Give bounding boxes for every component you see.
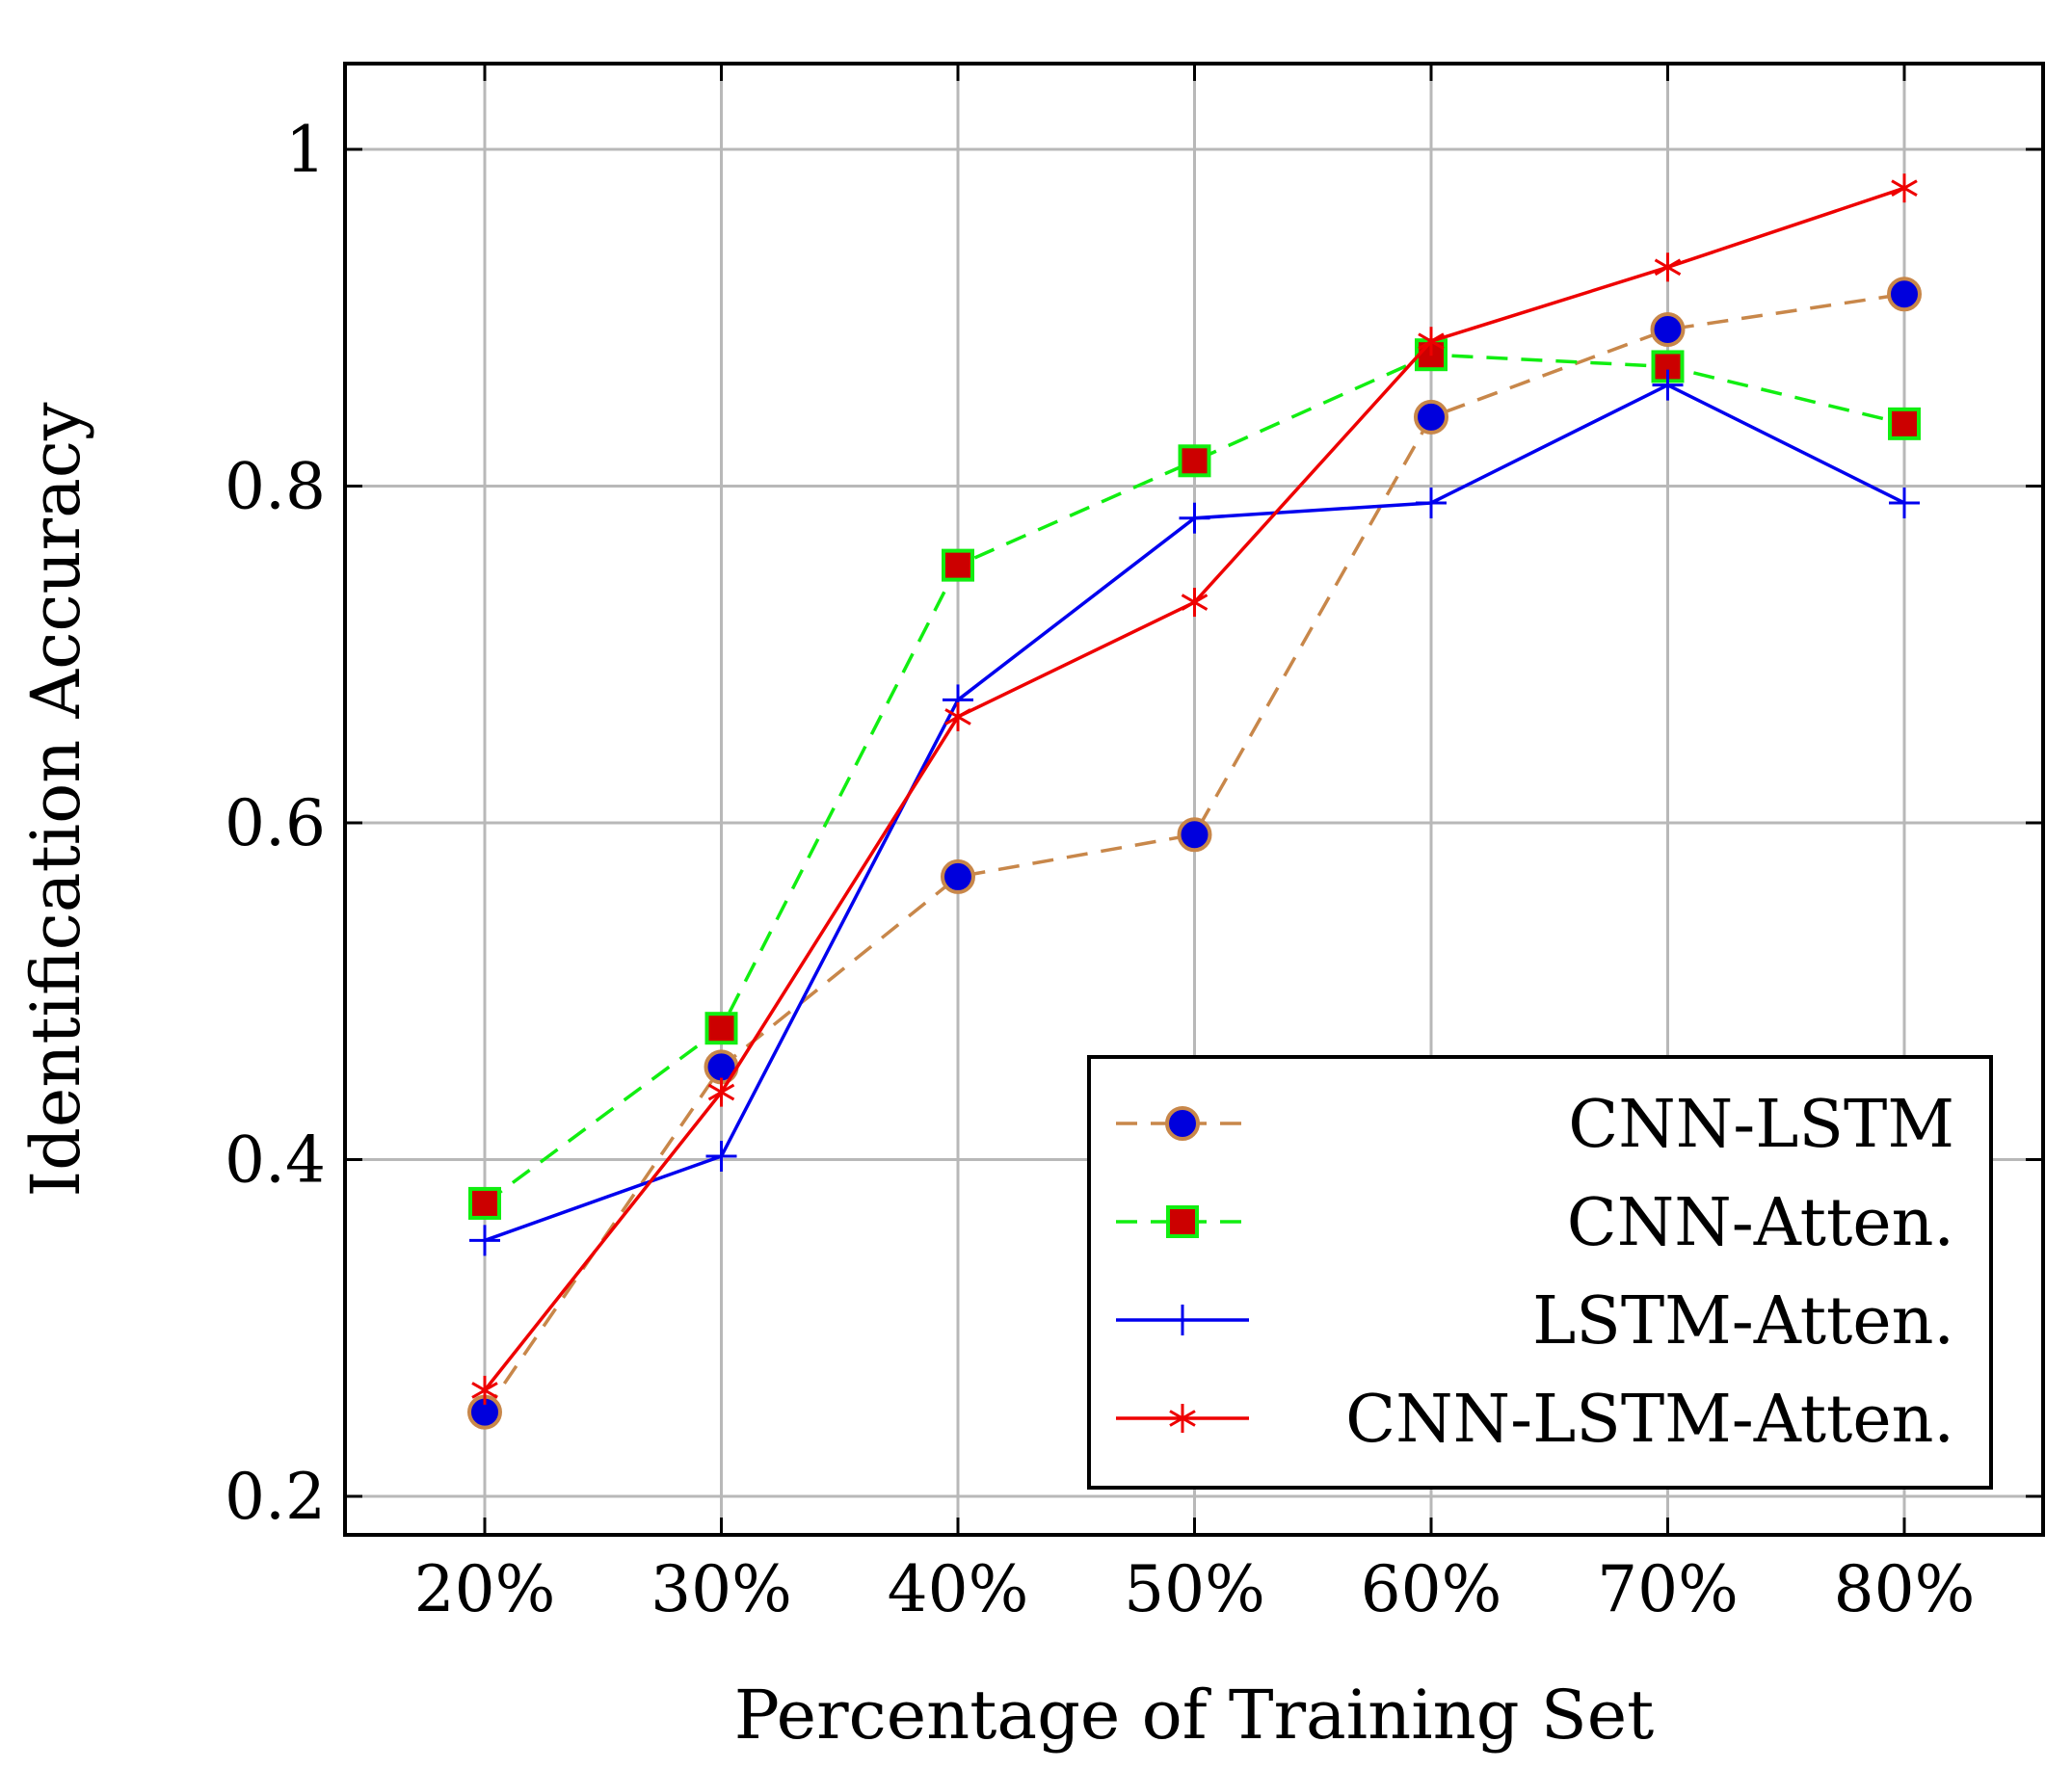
data-point [1652, 369, 1684, 401]
ticks-layer: 20% 30% 40% 50% 60% 70% 80% 0.2 0.4 0.6 0.8 1 [225, 64, 2043, 1626]
x-tick-label: 40% [888, 1552, 1029, 1626]
series-cnn-lstm-atten [471, 173, 1918, 1405]
legend-entry: CNN-LSTM [1116, 1087, 1954, 1163]
data-point [705, 1141, 737, 1173]
y-tick-label: 1 [285, 113, 326, 187]
y-tick-label: 0.8 [225, 450, 326, 524]
data-point [1891, 173, 1918, 203]
legend-marker [1166, 1205, 1199, 1238]
data-point [704, 1012, 738, 1045]
legend-label: CNN-Atten. [1567, 1185, 1954, 1261]
legend-box [1087, 1055, 1993, 1490]
legend-entry: CNN-LSTM-Atten. [1116, 1382, 1954, 1458]
data-point [941, 858, 975, 894]
data-point [468, 1186, 501, 1220]
y-axis-label: Identification Accuracy [16, 402, 95, 1198]
data-point [1418, 327, 1445, 356]
series-cnn-lstm [467, 277, 1922, 1430]
series-lstm-atten [469, 369, 1920, 1256]
legend-entry: CNN-Atten. [1116, 1185, 1954, 1261]
x-tick-label: 50% [1124, 1552, 1265, 1626]
x-tick-label: 80% [1834, 1552, 1976, 1626]
legend-label: LSTM-Atten. [1532, 1283, 1954, 1360]
legend-entry: LSTM-Atten. [1116, 1283, 1954, 1360]
legend-label: CNN-LSTM [1568, 1087, 1954, 1163]
x-tick-label: 30% [651, 1552, 792, 1626]
data-point [707, 1077, 735, 1107]
legend-label: CNN-LSTM-Atten. [1345, 1382, 1954, 1458]
data-point [1888, 407, 1921, 440]
x-tick-label: 20% [414, 1552, 556, 1626]
data-point [942, 548, 974, 582]
data-point [469, 1225, 500, 1256]
data-point [1889, 487, 1920, 518]
legend-marker [1165, 1106, 1200, 1141]
data-point [1887, 277, 1922, 312]
data-point [1179, 502, 1210, 534]
x-axis-label: Percentage of Training Set [734, 1676, 1655, 1755]
data-point [1181, 588, 1209, 618]
data-point [1416, 487, 1447, 518]
series-cnn-atten [468, 338, 1921, 1220]
data-point [1650, 311, 1686, 347]
y-tick-label: 0.6 [225, 786, 326, 860]
data-point [1177, 817, 1212, 853]
data-point [1414, 399, 1448, 435]
x-tick-label: 60% [1361, 1552, 1502, 1626]
data-point [944, 701, 971, 731]
data-point [1654, 252, 1682, 282]
legend: CNN-LSTM CNN-Atten. LSTM-Atten. CNN-LSTM-At… [1087, 1055, 1993, 1490]
legend-marker [1167, 1305, 1198, 1335]
x-tick-label: 70% [1597, 1552, 1739, 1626]
legend-marker [1169, 1404, 1196, 1433]
data-point [471, 1375, 498, 1405]
y-tick-label: 0.4 [225, 1123, 326, 1198]
data-point [1178, 444, 1211, 478]
series-layer [467, 173, 1922, 1430]
y-tick-label: 0.2 [225, 1460, 326, 1534]
